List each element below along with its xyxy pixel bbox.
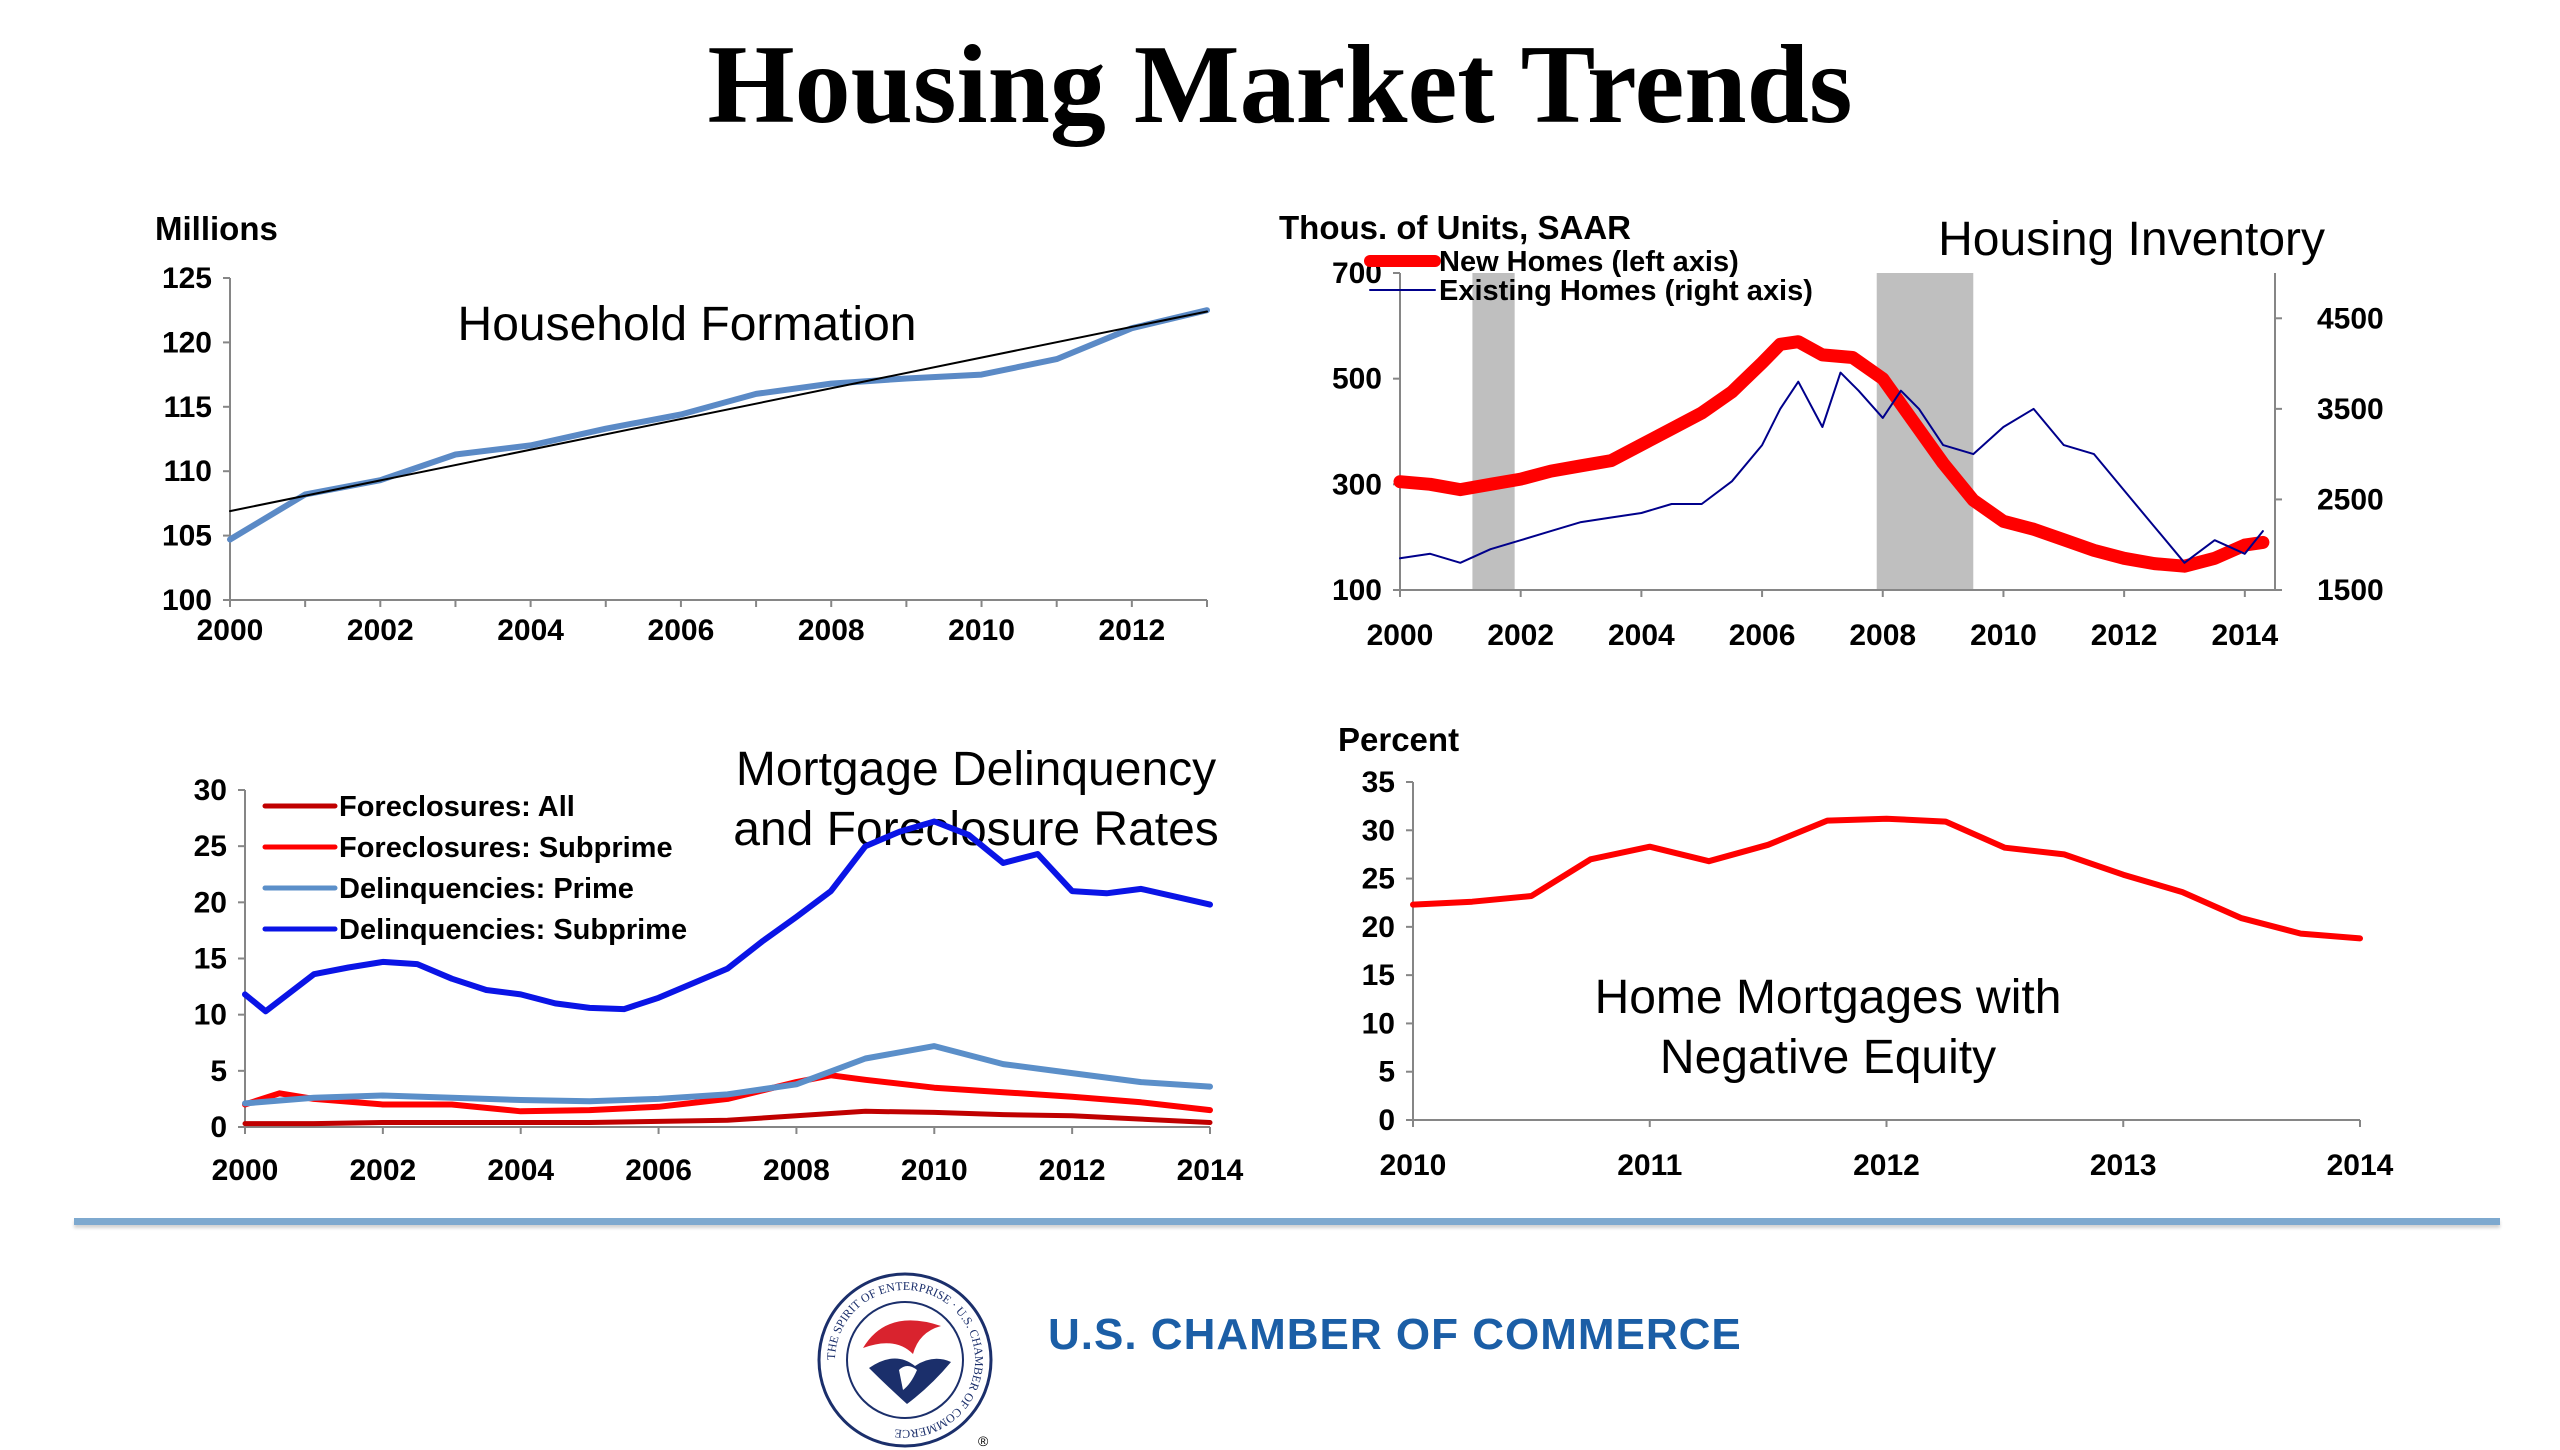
footer-divider [74, 1218, 2500, 1225]
chart1-y-tick-label-2: 110 [164, 455, 212, 488]
chart2-legend: New Homes (left axis)Existing Homes (rig… [1364, 246, 1813, 307]
chart2-ylabel: Thous. of Units, SAAR [1279, 209, 1631, 246]
chart2-recession-band-1 [1472, 273, 1515, 590]
chart4-x-tick-label-0: 2010 [1380, 1149, 1447, 1182]
chart3-x-tick-label-7: 2014 [1177, 1154, 1244, 1187]
chart2-x-tick-label-4: 2008 [1849, 619, 1916, 652]
chart4-x-tick-label-1: 2011 [1617, 1149, 1682, 1182]
chart3-x-tick-label-1: 2002 [349, 1154, 416, 1187]
chart2-x-tick-label-1: 2002 [1487, 619, 1554, 652]
chart4-x-tick-label-4: 2014 [2327, 1149, 2394, 1182]
chart3-marks: 0 5 10 15 20 25 30 2000 2002 2004 2006 2008 2010 2012… [194, 774, 1244, 1187]
chart2-x-tick-label-2: 2004 [1608, 619, 1675, 652]
chart1-x-tick-label-5: 2010 [948, 614, 1015, 647]
mortgage-delinquency-chart: Mortgage Delinquency and Foreclosure Rate… [194, 743, 1244, 1187]
chart3-legend-label-delinquencies-subprime: Delinquencies: Subprime [339, 914, 687, 946]
chart3-x-tick-label-3: 2006 [625, 1154, 692, 1187]
chart4-title: Home Mortgages with Negative Equity [1595, 971, 2062, 1084]
chart4-x-tick-label-3: 2013 [2090, 1149, 2157, 1182]
chart1-y-tick-label-5: 125 [162, 262, 212, 295]
negative-equity-chart: Percent Home Mortgages with Negative Equi… [1338, 721, 2394, 1182]
chart2-x-tick-label-3: 2006 [1729, 619, 1796, 652]
chart4-line-series-1 [1410, 815, 2363, 942]
chart2-y2-tick-label-2: 3500 [2317, 393, 2384, 426]
chart1-line-series-1 [227, 307, 1210, 543]
chart4-y-tick-label-0: 0 [1378, 1104, 1395, 1137]
chart2-x-tick-label-0: 2000 [1367, 619, 1434, 652]
chart1-y-tick-label-1: 105 [162, 520, 212, 553]
chart3-y-tick-label-3: 15 [194, 943, 227, 976]
chart2-x-tick-label-7: 2014 [2211, 619, 2278, 652]
chart3-y-tick-label-1: 5 [210, 1055, 227, 1088]
chart2-y2-tick-label-0: 1500 [2317, 574, 2384, 607]
chart2-title: Housing Inventory [1938, 213, 2325, 266]
chart4-y-tick-label-6: 30 [1362, 814, 1395, 847]
chart3-x-tick-label-2: 2004 [487, 1154, 554, 1187]
chart1-x-tick-label-3: 2006 [648, 614, 715, 647]
chart3-y-tick-label-5: 25 [194, 830, 227, 863]
chart1-title: Household Formation [458, 298, 917, 351]
chart4-y-tick-label-2: 10 [1362, 1007, 1395, 1040]
page-title: Housing Market Trends [707, 23, 1853, 147]
chart1-x-tick-label-2: 2004 [497, 614, 564, 647]
housing-inventory-chart: Thous. of Units, SAAR Housing Inventory … [1279, 209, 2384, 652]
chart1-y-tick-label-0: 100 [162, 584, 212, 617]
registered-mark: ® [978, 1433, 989, 1449]
chart3-line-foreclosures-all [242, 1108, 1213, 1127]
chart1-x-tick-label-1: 2002 [347, 614, 414, 647]
chart3-y-tick-label-2: 10 [194, 999, 227, 1032]
chart2-y2-tick-label-3: 4500 [2317, 302, 2384, 335]
chart2-x-tick-label-6: 2012 [2091, 619, 2158, 652]
chart1-y-tick-label-3: 115 [164, 391, 212, 424]
chart1-y-tick-label-4: 120 [162, 326, 212, 359]
chart4-y-tick-label-3: 15 [1362, 959, 1395, 992]
chart3-x-tick-label-6: 2012 [1039, 1154, 1106, 1187]
chart3-x-tick-label-0: 2000 [212, 1154, 279, 1187]
chart2-line-existing-homes-right-axis [1399, 371, 2264, 564]
chamber-seal-logo: THE SPIRIT OF ENTERPRISE · U.S. CHAMBER … [817, 1272, 993, 1449]
chart1-x-tick-label-4: 2008 [798, 614, 865, 647]
chart3-y-tick-label-0: 0 [210, 1111, 227, 1144]
chart4-y-tick-label-1: 5 [1378, 1056, 1395, 1089]
chart3-x-tick-label-5: 2010 [901, 1154, 968, 1187]
chart1-line-trendline [229, 310, 1208, 513]
chart4-y-tick-label-5: 25 [1362, 863, 1395, 896]
chart3-legend-label-foreclosures-subprime: Foreclosures: Subprime [339, 832, 673, 864]
chart3-y-tick-label-6: 30 [194, 774, 227, 807]
chart4-marks: 0 5 10 15 20 25 30 35 2010 2011 2012 2013 2014 [1362, 766, 2394, 1182]
chart4-x-tick-label-2: 2012 [1853, 1149, 1920, 1182]
chart2-legend-label-new-homes-left-axis: New Homes (left axis) [1439, 246, 1739, 278]
chart3-line-delinquencies-prime [242, 1043, 1213, 1107]
household-formation-chart: Millions Household Formation 100 105 110 11… [155, 210, 1210, 647]
organization-name: U.S. CHAMBER OF COMMERCE [1048, 1310, 1742, 1359]
chart2-y-tick-label-0: 100 [1332, 574, 1382, 607]
chart2-y-tick-label-2: 500 [1332, 363, 1382, 396]
chart2-x-tick-label-5: 2010 [1970, 619, 2037, 652]
chart2-legend-label-existing-homes-right-axis: Existing Homes (right axis) [1439, 275, 1813, 307]
chart2-y2-tick-label-1: 2500 [2317, 483, 2384, 516]
chart3-legend-label-delinquencies-prime: Delinquencies: Prime [339, 873, 634, 905]
chart2-line-new-homes-left-axis [1393, 335, 2270, 573]
chart3-title: Mortgage Delinquency and Foreclosure Rate… [733, 743, 1219, 856]
chart3-line-delinquencies-subprime [242, 818, 1213, 1015]
chart4-ylabel: Percent [1338, 721, 1459, 758]
chart3-legend-label-foreclosures-all: Foreclosures: All [339, 791, 575, 823]
chart4-y-tick-label-4: 20 [1362, 911, 1395, 944]
chart1-ylabel: Millions [155, 210, 278, 247]
chart4-y-tick-label-7: 35 [1362, 766, 1395, 799]
chart3-y-tick-label-4: 20 [194, 886, 227, 919]
chart1-x-tick-label-0: 2000 [197, 614, 264, 647]
chart2-y-tick-label-1: 300 [1332, 468, 1382, 501]
chart1-x-tick-label-6: 2012 [1098, 614, 1165, 647]
chart1-marks: 100 105 110 115 120 125 2000 2002 2004 2006 2008 20… [162, 262, 1210, 647]
chart3-line-foreclosures-subprime [242, 1072, 1213, 1115]
chart3-legend: Foreclosures: All Foreclosures: Subprime D… [262, 791, 687, 946]
chart3-x-tick-label-4: 2008 [763, 1154, 830, 1187]
